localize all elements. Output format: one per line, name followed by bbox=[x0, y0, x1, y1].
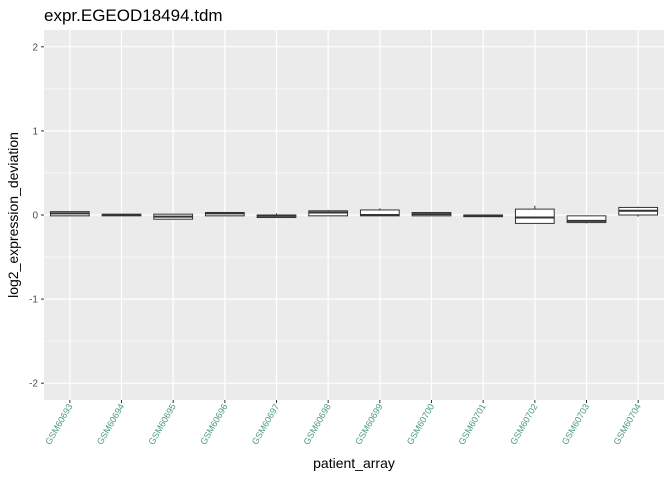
x-tick-label: GSM60695 bbox=[146, 402, 177, 446]
x-tick-label: GSM60696 bbox=[198, 402, 229, 446]
x-tick-label: GSM60701 bbox=[456, 402, 487, 446]
box-rect bbox=[566, 215, 607, 224]
x-tick-label: GSM60693 bbox=[43, 402, 74, 446]
y-tick-label: -2 bbox=[29, 379, 38, 390]
chart-title: expr.EGEOD18494.tdm bbox=[44, 6, 223, 25]
x-axis-title: patient_array bbox=[313, 455, 395, 471]
box-GSM60696 bbox=[204, 211, 245, 217]
boxes bbox=[49, 205, 659, 224]
x-tick-label: GSM60702 bbox=[508, 402, 539, 446]
box-GSM60701 bbox=[463, 214, 504, 218]
y-axis-title: log2_expression_deviation bbox=[5, 132, 21, 298]
y-tick-label: 2 bbox=[32, 42, 38, 53]
y-tick-label: 0 bbox=[32, 211, 38, 222]
x-tick-label: GSM60700 bbox=[405, 402, 436, 446]
box-GSM60703 bbox=[566, 215, 607, 224]
box-GSM60704 bbox=[618, 206, 659, 217]
x-tick-label: GSM60698 bbox=[301, 402, 332, 446]
box-GSM60694 bbox=[101, 213, 142, 217]
x-axis: GSM60693 GSM60694 GSM60695 GSM60696 GSM60697… bbox=[43, 400, 643, 446]
box-GSM60698 bbox=[308, 209, 349, 217]
minor-gridlines bbox=[44, 88, 664, 342]
y-tick-label: 1 bbox=[32, 126, 38, 137]
box-GSM60693 bbox=[49, 211, 90, 217]
box-GSM60699 bbox=[359, 208, 400, 217]
box-rect bbox=[514, 208, 555, 224]
x-tick-label: GSM60704 bbox=[611, 402, 642, 446]
x-tick-label: GSM60703 bbox=[560, 402, 591, 446]
box-GSM60702 bbox=[514, 205, 555, 224]
box-GSM60700 bbox=[411, 211, 452, 217]
x-tick-label: GSM60697 bbox=[250, 402, 281, 446]
y-axis: -2 -1 0 1 2 bbox=[29, 42, 44, 390]
y-tick-label: -1 bbox=[29, 295, 38, 306]
box-GSM60695 bbox=[153, 213, 194, 220]
x-tick-label: GSM60694 bbox=[95, 402, 126, 446]
x-tick-label: GSM60699 bbox=[353, 402, 384, 446]
box-GSM60697 bbox=[256, 213, 297, 219]
